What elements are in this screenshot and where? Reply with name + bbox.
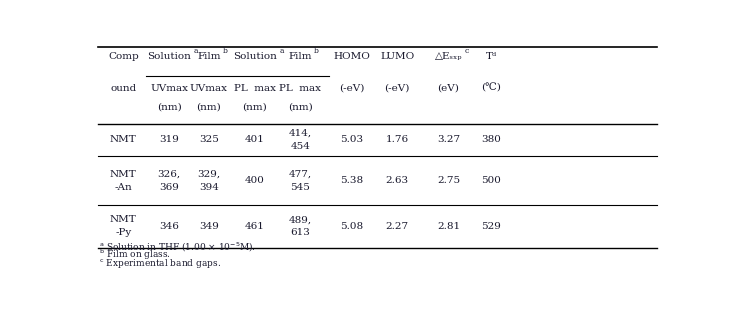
Text: 414,: 414, xyxy=(289,129,312,138)
Text: 380: 380 xyxy=(481,135,501,144)
Text: (℃): (℃) xyxy=(481,84,501,93)
Text: 489,: 489, xyxy=(289,215,312,224)
Text: 401: 401 xyxy=(244,135,264,144)
Text: 369: 369 xyxy=(159,183,179,192)
Text: (nm): (nm) xyxy=(157,103,181,112)
Text: 319: 319 xyxy=(159,135,179,144)
Text: $^{\mathrm{b}}$ Film on glass.: $^{\mathrm{b}}$ Film on glass. xyxy=(99,248,171,262)
Text: -An: -An xyxy=(115,183,132,192)
Text: 400: 400 xyxy=(244,176,264,185)
Text: 349: 349 xyxy=(199,222,219,231)
Text: 2.81: 2.81 xyxy=(437,222,460,231)
Text: Tᵈ: Tᵈ xyxy=(486,52,497,61)
Text: a: a xyxy=(280,47,284,55)
Text: (nm): (nm) xyxy=(242,103,267,112)
Text: 500: 500 xyxy=(481,176,501,185)
Text: 325: 325 xyxy=(199,135,219,144)
Text: 454: 454 xyxy=(290,142,310,151)
Text: 545: 545 xyxy=(290,183,310,192)
Text: PL  max: PL max xyxy=(279,84,321,93)
Text: 394: 394 xyxy=(199,183,219,192)
Text: 346: 346 xyxy=(159,222,179,231)
Text: Solution: Solution xyxy=(147,52,191,61)
Text: 329,: 329, xyxy=(197,170,221,179)
Text: Film: Film xyxy=(289,52,312,61)
Text: 5.03: 5.03 xyxy=(340,135,363,144)
Text: $^{\mathrm{c}}$ Experimental band gaps.: $^{\mathrm{c}}$ Experimental band gaps. xyxy=(99,257,221,270)
Text: (-eV): (-eV) xyxy=(384,84,410,93)
Text: -Py: -Py xyxy=(116,228,132,237)
Text: 529: 529 xyxy=(481,222,501,231)
Text: $^{\mathrm{a}}$ Solution in THF (1.00 $\times$ 10$^{-5}$M).: $^{\mathrm{a}}$ Solution in THF (1.00 $\… xyxy=(99,240,256,254)
Text: b: b xyxy=(223,47,227,55)
Text: ound: ound xyxy=(110,84,136,93)
Text: 477,: 477, xyxy=(289,170,312,179)
Text: (-eV): (-eV) xyxy=(339,84,364,93)
Text: 2.63: 2.63 xyxy=(386,176,408,185)
Text: NMT: NMT xyxy=(110,215,137,224)
Text: HOMO: HOMO xyxy=(333,52,370,61)
Text: (nm): (nm) xyxy=(288,103,313,112)
Text: PL  max: PL max xyxy=(233,84,275,93)
Text: 5.38: 5.38 xyxy=(340,176,363,185)
Text: 461: 461 xyxy=(244,222,264,231)
Text: LUMO: LUMO xyxy=(380,52,414,61)
Text: Solution: Solution xyxy=(233,52,277,61)
Text: (eV): (eV) xyxy=(438,84,459,93)
Text: 5.08: 5.08 xyxy=(340,222,363,231)
Text: UVmax: UVmax xyxy=(190,84,228,93)
Text: △Eₛₓₚ: △Eₛₓₚ xyxy=(435,52,462,61)
Text: a: a xyxy=(194,47,199,55)
Text: b: b xyxy=(314,47,319,55)
Text: UVmax: UVmax xyxy=(150,84,188,93)
Text: NMT: NMT xyxy=(110,170,137,179)
Text: 3.27: 3.27 xyxy=(437,135,460,144)
Text: 2.27: 2.27 xyxy=(386,222,408,231)
Text: c: c xyxy=(465,47,470,55)
Text: 1.76: 1.76 xyxy=(386,135,408,144)
Text: NMT: NMT xyxy=(110,135,137,144)
Text: 613: 613 xyxy=(290,228,310,237)
Text: (nm): (nm) xyxy=(197,103,222,112)
Text: 2.75: 2.75 xyxy=(437,176,460,185)
Text: Comp: Comp xyxy=(108,52,139,61)
Text: 326,: 326, xyxy=(158,170,180,179)
Text: Film: Film xyxy=(197,52,221,61)
